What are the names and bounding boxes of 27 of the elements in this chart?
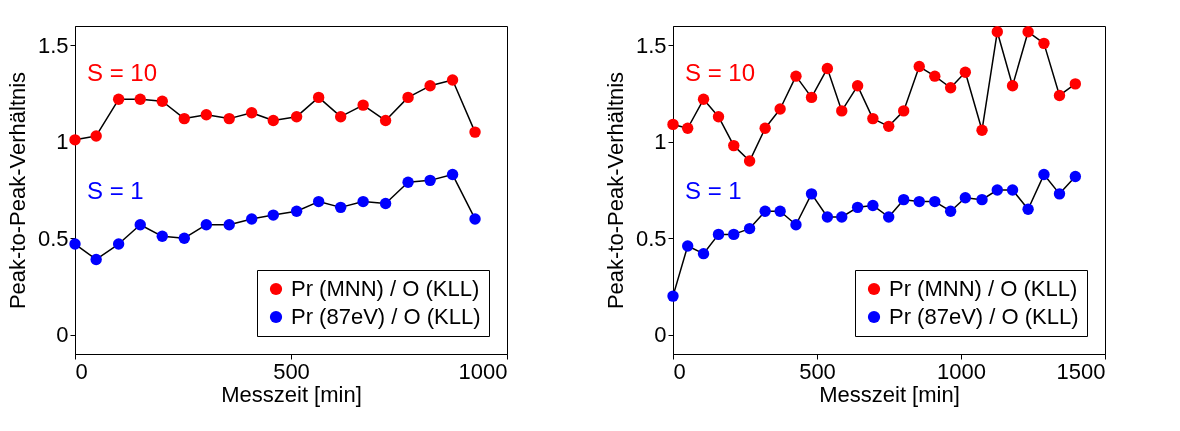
y-tick-label: 0.5 — [37, 225, 69, 251]
y-tick-label: 1 — [654, 129, 667, 155]
y-tick-label: 0 — [654, 322, 667, 348]
y-tick-label: 1.5 — [635, 32, 667, 58]
x-tick-label: 500 — [799, 358, 836, 384]
annotation: S = 10 — [87, 59, 158, 86]
annotation: S = 1 — [87, 177, 144, 204]
x-tick-label: 1000 — [458, 358, 508, 384]
y-tick-label: 1 — [56, 129, 69, 155]
y-tick-label: 0 — [56, 322, 69, 348]
y-tick-label: 0.5 — [635, 225, 667, 251]
y-tick-label: 1.5 — [37, 32, 69, 58]
legend-label: Pr (87eV) / O (KLL) — [889, 304, 1079, 329]
legend-label: Pr (MNN) / O (KLL) — [889, 276, 1078, 301]
x-axis-title: Messzeit [min] — [819, 381, 960, 407]
legend-label: Pr (MNN) / O (KLL) — [291, 276, 480, 301]
x-tick-label: 1500 — [1056, 358, 1106, 384]
annotation: S = 1 — [685, 177, 742, 204]
x-tick-label: 500 — [273, 358, 310, 384]
x-axis-title: Messzeit [min] — [221, 381, 362, 407]
x-tick-label: 0 — [673, 358, 686, 384]
y-axis-title: Peak-to-Peak-Verhältnis — [4, 71, 30, 310]
x-tick-label: 0 — [75, 358, 88, 384]
annotation: S = 10 — [685, 59, 756, 86]
y-axis-title: Peak-to-Peak-Verhältnis — [602, 71, 628, 310]
x-tick-label: 1000 — [937, 358, 986, 384]
legend-label: Pr (87eV) / O (KLL) — [291, 304, 481, 329]
